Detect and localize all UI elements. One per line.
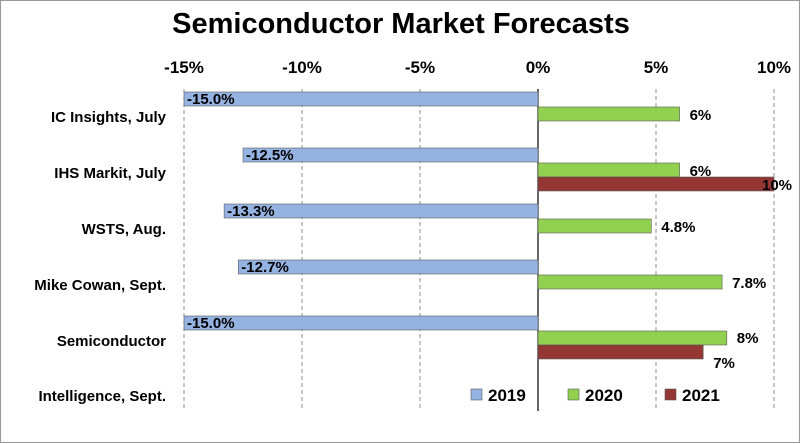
x-tick-label: -5% bbox=[405, 58, 435, 77]
data-label: 8% bbox=[737, 330, 759, 347]
category-label: WSTS, Aug. bbox=[82, 221, 166, 238]
x-tick-label: -10% bbox=[282, 58, 322, 77]
x-axis-ticks: -15% -10% -5% 0% 5% 10% bbox=[164, 58, 791, 77]
bar-2020 bbox=[538, 219, 651, 233]
legend-label: 2019 bbox=[488, 386, 526, 405]
category-label: Mike Cowan, Sept. bbox=[34, 277, 166, 294]
bar-2021 bbox=[538, 177, 774, 191]
category-labels: IC Insights, July IHS Markit, July WSTS, A… bbox=[34, 109, 166, 405]
bar-2019 bbox=[184, 92, 538, 106]
category-label: IHS Markit, July bbox=[54, 165, 166, 182]
category-label: IC Insights, July bbox=[51, 109, 167, 126]
chart-title: Semiconductor Market Forecasts bbox=[172, 8, 630, 40]
data-label: -15.0% bbox=[187, 315, 235, 332]
data-label: -12.5% bbox=[246, 147, 294, 164]
legend-swatch-2020 bbox=[568, 389, 579, 400]
x-tick-label: 10% bbox=[757, 58, 791, 77]
data-label: -15.0% bbox=[187, 91, 235, 108]
data-label: 10% bbox=[762, 177, 792, 194]
legend-swatch-2021 bbox=[665, 389, 676, 400]
bar-2020 bbox=[538, 331, 727, 345]
x-tick-label: 5% bbox=[644, 58, 669, 77]
category-label: Semiconductor bbox=[57, 333, 166, 350]
legend-swatch-2019 bbox=[471, 389, 482, 400]
data-label: 4.8% bbox=[661, 219, 695, 236]
category-label-extra: Intelligence, Sept. bbox=[38, 388, 166, 405]
chart-frame: Semiconductor Market Forecasts -15% -10% -… bbox=[0, 0, 800, 443]
legend-label: 2021 bbox=[682, 386, 720, 405]
bar-2020 bbox=[538, 163, 680, 177]
bar-2020 bbox=[538, 107, 680, 121]
bar-chart: Semiconductor Market Forecasts -15% -10% -… bbox=[1, 1, 800, 444]
legend: 2019 2020 2021 bbox=[471, 386, 720, 405]
x-tick-label: -15% bbox=[164, 58, 204, 77]
data-label: -12.7% bbox=[241, 259, 289, 276]
x-tick-label: 0% bbox=[526, 58, 551, 77]
bar-2019 bbox=[184, 316, 538, 330]
data-label: 7.8% bbox=[732, 275, 766, 292]
gridlines bbox=[184, 89, 774, 411]
data-label: 6% bbox=[690, 163, 712, 180]
legend-label: 2020 bbox=[585, 386, 623, 405]
bar-2020 bbox=[538, 275, 722, 289]
data-label: 7% bbox=[713, 355, 735, 372]
data-label: -13.3% bbox=[227, 203, 275, 220]
data-label: 6% bbox=[690, 107, 712, 124]
bar-2021 bbox=[538, 345, 703, 359]
